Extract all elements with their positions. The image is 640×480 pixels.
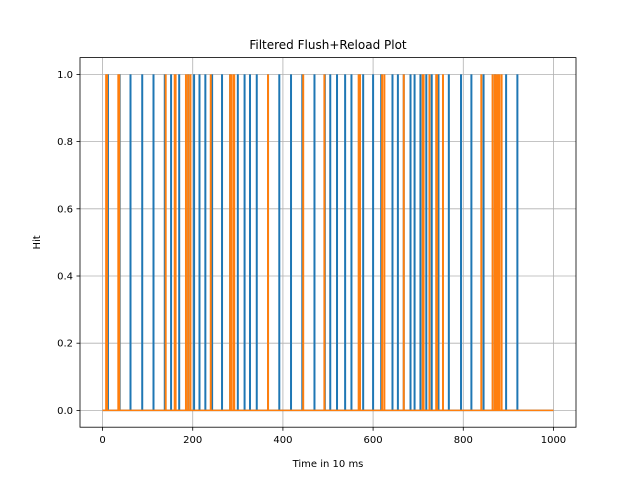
plot-frame xyxy=(79,57,577,428)
series-2 xyxy=(102,74,554,412)
y-axis-ticks: 0.0 0.2 0.4 0.6 0.8 1.0 xyxy=(57,70,80,417)
x-tick-label: 400 xyxy=(273,435,292,446)
x-tick-label: 0 xyxy=(99,435,105,446)
series-lines xyxy=(102,74,554,412)
chart-title: Filtered Flush+Reload Plot xyxy=(249,38,407,52)
x-axis-title: Time in 10 ms xyxy=(292,459,364,470)
x-tick-label: 600 xyxy=(364,435,383,446)
y-tick-label: 0.2 xyxy=(57,339,73,350)
y-tick-label: 0.0 xyxy=(57,406,73,417)
x-tick-label: 1000 xyxy=(541,435,566,446)
y-tick-label: 0.4 xyxy=(57,272,73,283)
x-tick-label: 200 xyxy=(183,435,202,446)
y-axis-title: Hit xyxy=(32,235,43,249)
y-tick-label: 0.8 xyxy=(57,137,73,148)
y-tick-label: 0.6 xyxy=(57,204,73,215)
x-tick-label: 800 xyxy=(454,435,473,446)
x-axis-ticks: 0 200 400 600 800 1000 xyxy=(99,427,566,446)
y-tick-label: 1.0 xyxy=(57,70,73,81)
